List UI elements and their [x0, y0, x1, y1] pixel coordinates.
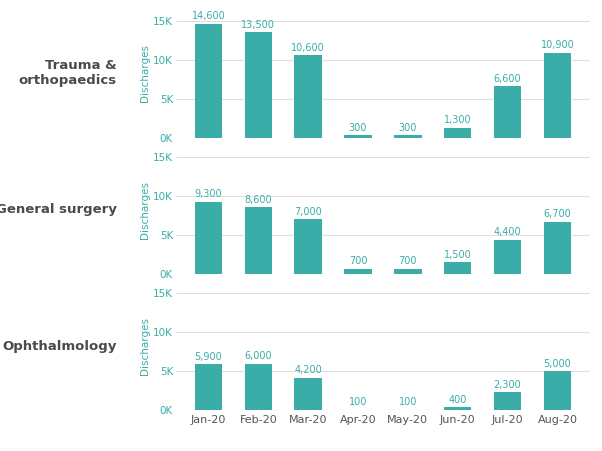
Y-axis label: Discharges: Discharges	[140, 181, 150, 239]
Text: 2,300: 2,300	[494, 380, 521, 390]
Bar	[394, 269, 421, 274]
Text: 700: 700	[349, 256, 367, 266]
Bar	[494, 240, 521, 274]
Text: 700: 700	[399, 256, 417, 266]
Y-axis label: Discharges: Discharges	[140, 317, 150, 375]
Text: 14,600: 14,600	[191, 11, 225, 22]
Bar	[444, 128, 471, 138]
Bar	[294, 377, 322, 410]
Text: 4,400: 4,400	[494, 227, 521, 237]
Bar	[244, 364, 272, 410]
Bar	[444, 262, 471, 274]
Text: 5,000: 5,000	[544, 359, 571, 369]
Bar	[394, 135, 421, 138]
Bar	[494, 86, 521, 138]
Text: 6,600: 6,600	[494, 74, 521, 84]
Text: 6,700: 6,700	[544, 209, 571, 220]
Text: 100: 100	[349, 397, 367, 407]
Bar	[494, 392, 521, 410]
Text: 10,600: 10,600	[291, 43, 325, 53]
Text: 7,000: 7,000	[294, 207, 322, 217]
Text: 4,200: 4,200	[294, 365, 322, 375]
Text: General surgery: General surgery	[0, 203, 117, 216]
Text: 9,300: 9,300	[194, 189, 222, 199]
Text: 1,500: 1,500	[444, 250, 471, 260]
Bar	[544, 222, 571, 274]
Bar	[244, 207, 272, 274]
Text: 8,600: 8,600	[244, 195, 272, 205]
Bar	[444, 407, 471, 410]
Bar	[344, 135, 371, 138]
Text: 100: 100	[399, 397, 417, 407]
Text: 5,900: 5,900	[194, 352, 222, 362]
Text: Trauma &
orthopaedics: Trauma & orthopaedics	[19, 60, 117, 87]
Text: 400: 400	[448, 395, 467, 405]
Bar	[194, 202, 222, 274]
Text: 300: 300	[399, 123, 417, 133]
Bar	[294, 55, 322, 138]
Bar	[544, 372, 571, 410]
Y-axis label: Discharges: Discharges	[140, 44, 150, 102]
Text: 1,300: 1,300	[444, 115, 471, 125]
Bar	[344, 269, 371, 274]
Text: 6,000: 6,000	[244, 351, 272, 361]
Text: 10,900: 10,900	[541, 40, 574, 51]
Text: 300: 300	[349, 123, 367, 133]
Bar	[244, 32, 272, 138]
Bar	[294, 220, 322, 274]
Text: 13,500: 13,500	[241, 20, 275, 30]
Bar	[194, 24, 222, 138]
Bar	[544, 53, 571, 138]
Bar	[194, 364, 222, 410]
Text: Ophthalmology: Ophthalmology	[2, 340, 117, 353]
